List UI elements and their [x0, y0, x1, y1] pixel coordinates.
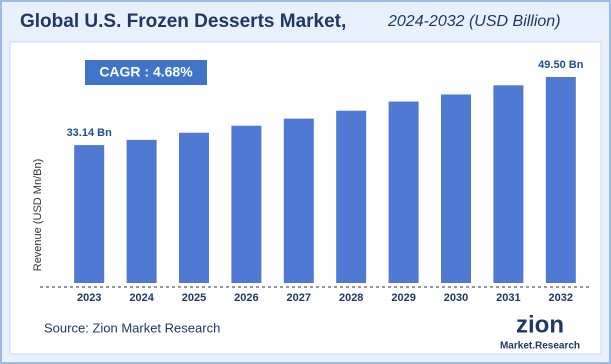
- chart-subtitle: 2024-2032 (USD Billion): [387, 13, 561, 30]
- bar: [493, 85, 524, 283]
- y-axis-label: Revenue (USD Mn/Bn): [32, 159, 44, 272]
- x-tick-label: 2031: [496, 292, 520, 304]
- annotation-box: [85, 60, 207, 85]
- x-tick-label: 2030: [444, 292, 468, 304]
- bar: [231, 125, 262, 283]
- bar: [283, 118, 314, 283]
- source: Source: Zion Market Research: [44, 320, 220, 335]
- x-tick-label: 2027: [287, 292, 311, 304]
- bar: [126, 139, 157, 283]
- bar: [74, 145, 105, 283]
- bar: [441, 94, 471, 283]
- logo-name: zion: [516, 311, 564, 338]
- x-tick-label: 2032: [549, 292, 573, 304]
- x-tick-label: 2025: [182, 292, 206, 304]
- x-tick-label: 2029: [391, 292, 415, 304]
- data-label: 49.50 Bn: [538, 59, 584, 71]
- bar: [336, 110, 367, 283]
- data-label: 33.14 Bn: [67, 127, 113, 139]
- logo-tagline: Market.Research: [500, 341, 580, 352]
- bar: [545, 77, 576, 283]
- annotation: CAGR : 4.68%: [99, 64, 193, 80]
- x-tick-label: 2026: [234, 292, 258, 304]
- x-tick-label: 2028: [339, 292, 363, 304]
- x-tick-label: 2023: [77, 292, 101, 304]
- chart-title: Global U.S. Frozen Desserts Market,: [20, 11, 346, 32]
- bar: [179, 132, 209, 283]
- x-tick-label: 2024: [129, 292, 154, 304]
- bar: [388, 101, 419, 284]
